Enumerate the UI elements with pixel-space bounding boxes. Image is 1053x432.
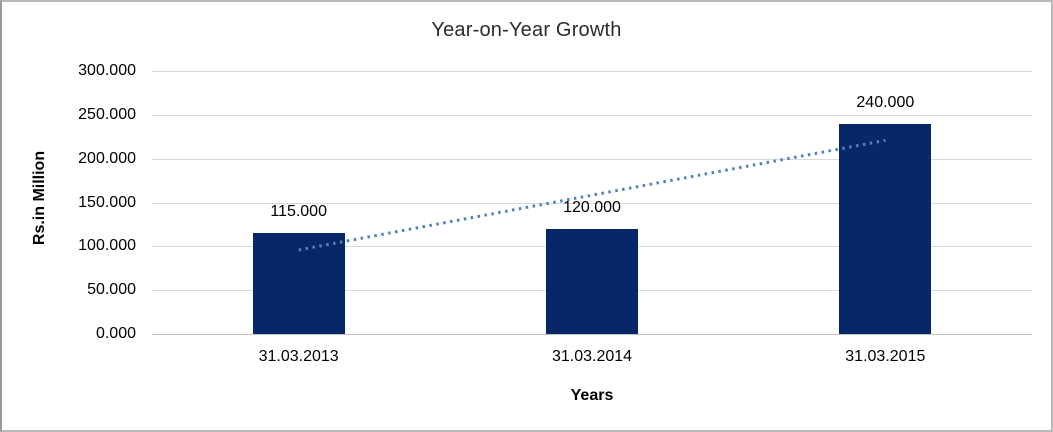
y-tick-label: 200.000: [78, 149, 136, 167]
bar-31.03.2015: [839, 123, 932, 334]
x-tick-label: 31.03.2015: [845, 348, 926, 365]
bar-31.03.2014: [546, 228, 638, 334]
y-tick-label: 100.000: [78, 237, 136, 255]
data-label: 115.000: [270, 203, 327, 221]
data-label: 120.000: [563, 198, 621, 216]
y-tick-label: 0.000: [95, 325, 136, 342]
x-tick-label: 31.03.2013: [258, 348, 339, 365]
x-axis-line: [152, 334, 1032, 335]
x-axis-title: Years: [570, 387, 614, 404]
y-tick-label: 250.000: [78, 105, 136, 123]
chart-title: Year-on-Year Growth: [431, 19, 622, 41]
x-tick-label: 31.03.2014: [551, 348, 633, 365]
gridline: [152, 114, 1032, 116]
bar-31.03.2013: [252, 233, 345, 334]
y-tick-label: 50.000: [87, 281, 136, 299]
data-label: 240.000: [856, 93, 915, 111]
y-tick-label: 300.000: [78, 62, 136, 79]
y-tick-label: 150.000: [78, 193, 136, 211]
gridline: [152, 71, 1032, 72]
